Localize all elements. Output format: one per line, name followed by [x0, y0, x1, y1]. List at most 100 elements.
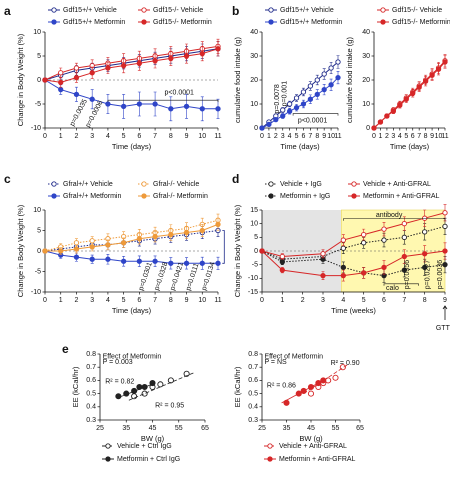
data-point: [286, 108, 293, 114]
y-tick-label: 15: [250, 207, 258, 214]
data-point: [136, 101, 143, 107]
data-point: [131, 393, 138, 400]
annotation: R² = 0.90: [331, 360, 360, 367]
x-tick-label: 55: [332, 425, 340, 432]
annotation: p=0.0134: [201, 261, 217, 291]
x-tick-label: 10: [327, 133, 335, 140]
x-axis-label: Time (days): [280, 142, 320, 151]
y-tick-label: 10: [250, 101, 258, 108]
x-tick-label: 6: [302, 133, 306, 140]
data-point: [307, 96, 314, 102]
x-tick-label: 4: [106, 297, 110, 304]
annotation: P = NS: [264, 359, 287, 366]
legend-label: Gdf15-/- Metformin: [153, 19, 212, 26]
data-point: [401, 234, 407, 240]
x-tick-label: 3: [281, 133, 285, 140]
legend-marker: [51, 19, 57, 25]
x-tick-label: 6: [411, 133, 415, 140]
x-axis-label: Time (weeks): [331, 306, 376, 315]
x-tick-label: 6: [137, 297, 141, 304]
legend-label: Gdf15-/- Vehicle: [392, 7, 442, 14]
data-point: [371, 125, 377, 131]
data-point: [157, 381, 164, 388]
annotation: p=0.0301: [138, 261, 154, 291]
y-tick-label: 0.4: [248, 404, 258, 411]
annotation: Effect of Metformin: [264, 353, 323, 360]
legend-label: Gfral+/+ Vehicle: [63, 181, 113, 188]
data-point: [58, 70, 64, 76]
annotation: p=0.0421: [169, 261, 185, 291]
data-point: [361, 231, 367, 238]
legend-marker: [351, 193, 357, 199]
y-tick-label: 0.5: [86, 390, 96, 397]
x-tick-label: 5: [122, 133, 126, 140]
bracket: [222, 230, 225, 264]
x-tick-label: 6: [137, 133, 141, 140]
annotation: GTT: [436, 325, 450, 332]
data-point: [320, 272, 326, 279]
fit-line: [281, 377, 329, 404]
y-tick-label: 10: [33, 29, 41, 36]
data-point: [105, 101, 111, 107]
x-tick-label: 1: [280, 297, 284, 304]
x-tick-label: 25: [96, 425, 104, 432]
y-tick-label: 30: [362, 53, 370, 60]
x-tick-label: 0: [372, 133, 376, 140]
legend-marker: [105, 456, 111, 462]
data-point: [89, 70, 95, 76]
legend-marker: [51, 181, 57, 187]
legend-label: Gdf15+/+ Metformin: [63, 19, 125, 26]
legend-label: Gdf15+/+ Vehicle: [63, 7, 117, 14]
y-axis-label: Change in Body Weight (%): [16, 33, 25, 126]
data-point: [168, 231, 174, 238]
y-tick-label: 40: [362, 29, 370, 36]
bracket: [383, 283, 419, 286]
y-tick-label: 30: [250, 53, 258, 60]
data-point: [328, 82, 334, 88]
annotation: p=0.0006: [85, 100, 105, 129]
data-point: [73, 240, 80, 246]
x-tick-label: 4: [341, 297, 345, 304]
y-tick-label: 0: [254, 248, 258, 255]
y-tick-label: 0.6: [248, 377, 258, 384]
legend-label: Metformin + IgG: [280, 193, 330, 200]
y-tick-label: 5: [37, 227, 41, 234]
legend-label: Gdf15+/+ Vehicle: [280, 7, 334, 14]
legend-label: Vehicle + Ctrl IgG: [117, 443, 172, 450]
x-tick-label: 8: [315, 133, 319, 140]
x-tick-label: 65: [201, 425, 209, 432]
series-line: [44, 219, 219, 252]
data-point: [422, 264, 428, 271]
panel-label: e: [62, 342, 69, 356]
y-tick-label: 0.3: [86, 417, 96, 424]
data-point: [168, 260, 174, 266]
data-point: [73, 254, 80, 260]
data-point: [215, 106, 221, 112]
legend-label: Gfral-/- Metformin: [153, 193, 208, 200]
data-point: [442, 262, 448, 268]
panel-label: d: [232, 172, 239, 186]
x-tick-label: 9: [185, 297, 189, 304]
legend-marker: [105, 443, 111, 449]
y-tick-label: 0.7: [86, 364, 96, 371]
y-axis-label: EE (kCal/hr): [233, 366, 242, 407]
legend-marker: [141, 181, 147, 187]
y-tick-label: 0.6: [86, 377, 96, 384]
data-point: [307, 390, 315, 397]
legend-marker: [141, 7, 147, 13]
data-point: [442, 248, 448, 254]
y-tick-label: 0.8: [248, 351, 258, 358]
annotation: P = 0.003: [103, 359, 133, 366]
legend-label: Vehicle + IgG: [280, 181, 322, 188]
legend-marker: [51, 193, 57, 199]
legend-marker: [141, 19, 147, 25]
y-tick-label: -5: [35, 268, 41, 275]
data-point: [105, 256, 111, 262]
x-tick-label: 9: [430, 133, 434, 140]
data-point: [73, 65, 80, 71]
x-tick-label: 65: [356, 425, 364, 432]
x-tick-label: 45: [307, 425, 315, 432]
data-point: [42, 248, 48, 254]
x-tick-label: 4: [398, 133, 402, 140]
data-point: [152, 58, 158, 64]
